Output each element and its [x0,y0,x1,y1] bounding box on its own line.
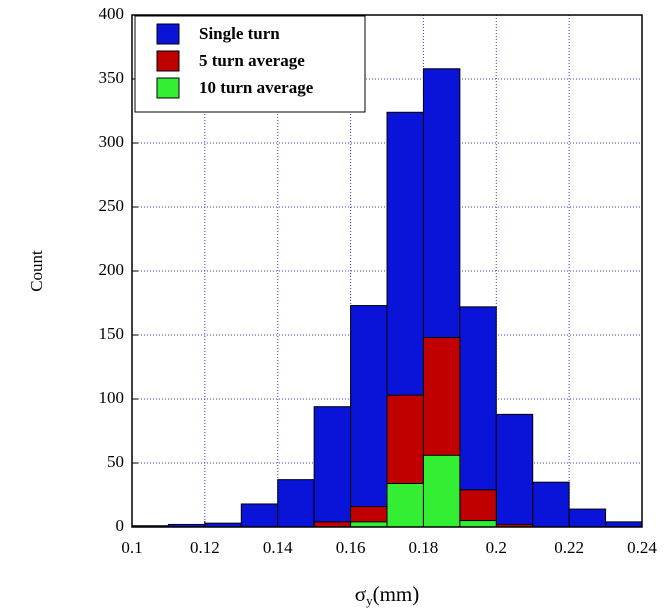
y-tick-label: 0 [116,516,125,535]
x-axis-label: σy(mm) [355,582,419,608]
histogram-bar [532,481,570,528]
histogram-bar [495,413,534,528]
x-tick-label: 0.24 [627,538,657,557]
histogram-bar [386,482,424,528]
x-tick-label: 0.2 [486,538,507,557]
x-label-symbol: σ [355,582,366,606]
legend-label: 10 turn average [199,78,314,97]
y-tick-label: 200 [99,260,125,279]
histogram-bar [277,479,315,528]
legend-swatch [156,77,180,99]
histogram-bar [568,508,607,528]
x-tick-label: 0.1 [121,538,142,557]
y-tick-label: 300 [99,132,125,151]
x-label-unit: (mm) [373,582,420,606]
histogram-bar [350,521,388,528]
y-tick-label: 250 [99,196,125,215]
x-tick-label: 0.12 [190,538,220,557]
histogram-bar [240,503,279,528]
histogram-bar [350,305,388,528]
histogram-bar [422,454,461,528]
histogram-bar [313,406,352,528]
x-tick-label: 0.18 [409,538,439,557]
y-axis-label: Count [27,250,46,292]
legend-swatch [156,23,180,45]
legend-swatch [156,50,180,72]
legend-label: 5 turn average [199,51,305,70]
y-tick-label: 400 [99,4,125,23]
y-tick-label: 50 [107,452,124,471]
x-tick-label: 0.14 [263,538,293,557]
y-tick-label: 150 [99,324,125,343]
x-tick-label: 0.16 [336,538,366,557]
x-label-subscript: y [366,593,373,608]
histogram-bar [605,521,643,528]
y-tick-label: 100 [99,388,125,407]
histogram-bar [313,521,352,528]
y-tick-label: 350 [99,68,125,87]
x-tick-label: 0.22 [554,538,584,557]
legend-label: Single turn [199,24,280,43]
legend: Single turn 5 turn average 10 turn average [134,15,366,113]
histogram-bar [459,520,497,528]
plot-frame [131,14,643,528]
